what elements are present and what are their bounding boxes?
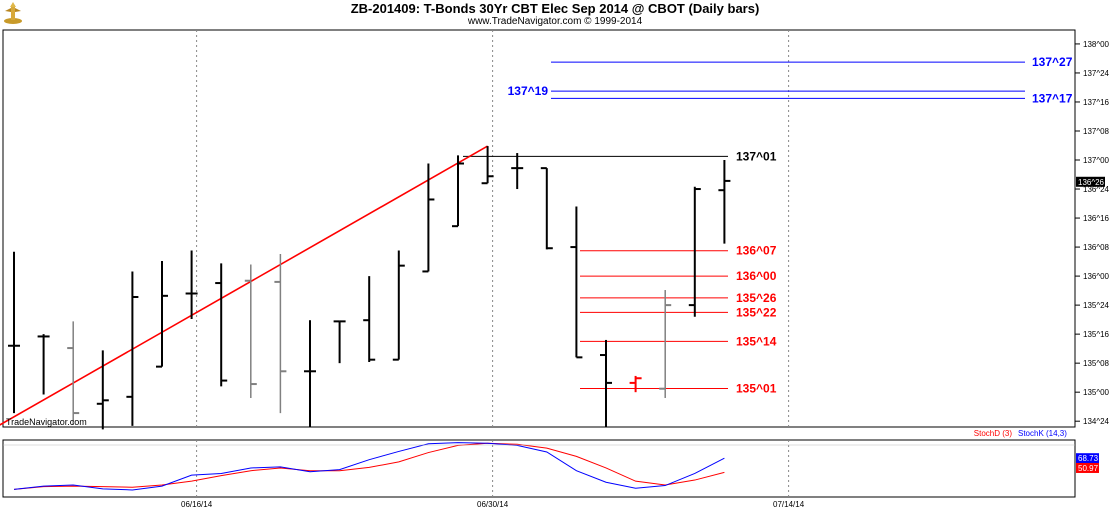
price-axis: 134^24 135^00 135^08 135^16 135^24 136^00 136^… [1075,40,1110,426]
ohlc-bar [126,271,139,426]
ohlc-bar [688,186,701,317]
price-tick-label: 134^24 [1083,417,1110,426]
stoch-line [13,442,725,491]
stochD-value-label: 50.97 [1078,464,1099,473]
price-tick-label: 136^08 [1083,243,1110,252]
ohlc-bar [185,250,198,320]
ohlc-bar [452,155,464,228]
ohlc-bar [244,264,257,398]
bar-layer [8,146,731,430]
price-tick-label: 138^00 [1083,40,1110,49]
level-label: 135^26 [736,291,777,305]
level-label: 137^27 [1032,55,1073,69]
level-label: 137^19 [508,84,549,98]
ohlc-bar [67,321,80,425]
ohlc-bar [333,320,346,364]
ohlc-bar [422,163,435,273]
tradenavigator-logo-icon [4,2,22,24]
stochK-value-label: 68.73 [1078,454,1099,463]
price-tick-label: 137^00 [1083,156,1110,165]
ohlc-bar [8,251,20,414]
current-price-box [1076,176,1105,187]
date-tick-label: 06/16/14 [181,500,213,509]
grid-layer [196,30,790,497]
ohlc-bar [629,375,642,393]
ohlc-bar [215,263,228,387]
ohlc-bar [304,320,316,427]
ohlc-bar [156,261,168,368]
stochK-value-box [1076,453,1099,464]
ohlc-bar [481,146,494,185]
level-label: 137^17 [1032,91,1073,105]
price-tick-label: 135^24 [1083,301,1110,310]
level-layer: 137^27 137^19 137^17 137^01 136^07 136^00 135^… [463,55,1073,396]
ohlc-bar [659,290,672,398]
ohlc-bar [540,167,553,250]
date-tick-label: 07/14/14 [773,500,805,509]
ohlc-bar [274,254,287,414]
price-tick-label: 136^24 [1083,185,1110,194]
ohlc-bar [570,206,583,359]
stochK-legend: StochK (14,3) [1018,429,1067,438]
stochD-value-box [1076,462,1099,473]
ohlc-bar [600,339,612,427]
price-tick-label: 137^16 [1083,98,1110,107]
current-price-label: 136^26 [1078,178,1105,187]
stochD-legend: StochD (3) [974,429,1013,438]
price-tick-label: 137^08 [1083,127,1110,136]
stoch-pane-border [2,439,1076,498]
level-label: 136^00 [736,269,777,283]
ohlc-bar [511,153,524,190]
chart-subtitle: www.TradeNavigator.com © 1999-2014 [467,16,643,27]
level-label: 136^07 [736,244,777,258]
level-label: 137^01 [736,149,777,163]
ohlc-bar [392,250,405,361]
date-tick-label: 06/30/14 [477,500,509,509]
ohlc-bar [363,276,376,362]
price-tick-label: 137^24 [1083,69,1110,78]
price-tick-label: 135^16 [1083,330,1110,339]
watermark: TradeNavigator.com [6,417,87,427]
chart-title: ZB-201409: T-Bonds 30Yr CBT Elec Sep 201… [350,1,760,16]
level-label: 135^14 [736,334,777,348]
price-tick-label: 135^08 [1083,359,1110,368]
trend-line [0,145,488,426]
ohlc-bar [37,334,50,395]
date-axis: 06/16/14 06/30/14 07/14/14 [181,500,805,509]
price-tick-label: 136^00 [1083,272,1110,281]
price-tick-label: 135^00 [1083,388,1110,397]
level-label: 135^01 [736,382,777,396]
price-tick-label: 136^16 [1083,214,1110,223]
stoch-line [13,442,725,490]
trend-layer [0,145,488,426]
level-label: 135^22 [736,305,777,319]
ohlc-bar [96,350,109,430]
ohlc-bar [718,160,731,244]
